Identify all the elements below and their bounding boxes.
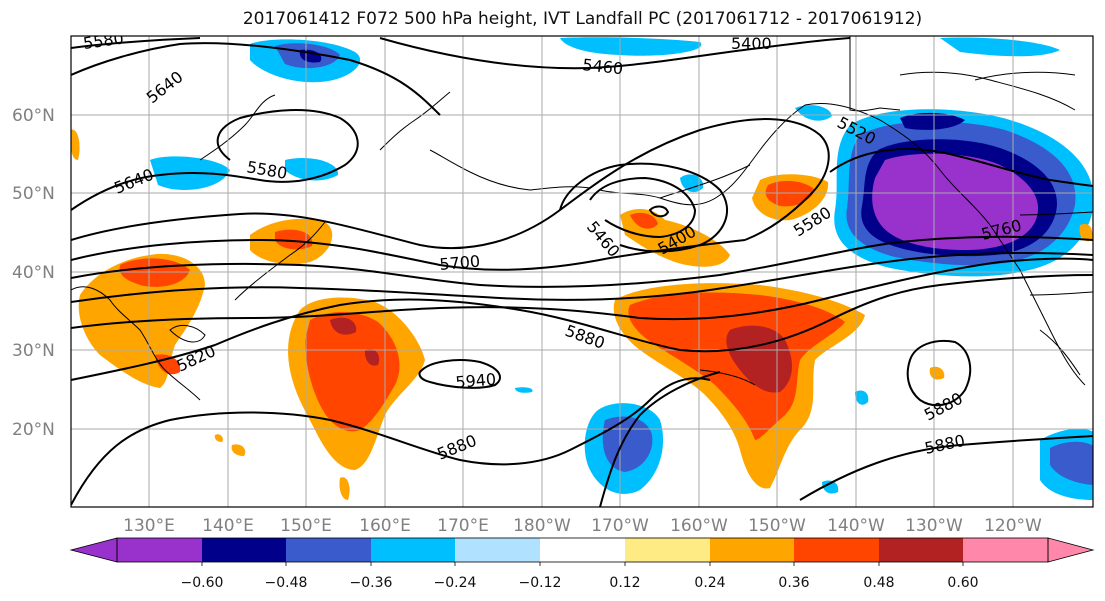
lon-label-130e: 130°E (123, 516, 175, 536)
colorbar-label: −0.24 (434, 575, 477, 591)
colorbar-segment (879, 538, 963, 562)
colorbar (69, 537, 1095, 566)
lat-label-20n: 20°N (12, 420, 55, 440)
ivt-region-north-central (560, 37, 702, 56)
height-contours (71, 37, 1093, 507)
lon-label-150w: 150°W (748, 516, 806, 536)
contour-label-5700: 5700 (439, 252, 481, 274)
lon-label-130w: 130°W (905, 516, 963, 536)
lon-label-150e: 150°E (280, 516, 332, 536)
colorbar-extend-max (1047, 537, 1095, 563)
lon-label-140w: 140°W (827, 516, 885, 536)
contour-label-5460-n: 5460 (582, 55, 624, 78)
lat-label-40n: 40°N (12, 263, 55, 283)
map-area: 5580 5400 5640 5460 5520 5580 5640 5460 … (71, 28, 1093, 507)
lon-label-170e: 170°E (437, 516, 489, 536)
lon-label-120w: 120°W (984, 516, 1042, 536)
ivt-region-north-east (940, 37, 1060, 57)
colorbar-label: 0.60 (947, 575, 978, 591)
lat-label-60n: 60°N (12, 106, 55, 126)
contour-label-5580-nw: 5580 (82, 28, 125, 52)
map-frame (70, 35, 1094, 508)
lat-label-30n: 30°N (12, 341, 55, 361)
positive-ivt-regions (71, 129, 1093, 500)
colorbar-label: −0.12 (519, 575, 562, 591)
colorbar-segment (371, 538, 455, 562)
colorbar-segment (455, 538, 540, 562)
colorbar-segment (963, 538, 1048, 562)
colorbar-label: −0.48 (265, 575, 308, 591)
lon-label-160e: 160°E (359, 516, 411, 536)
colorbar-extend-min (69, 537, 118, 563)
graticule (71, 36, 1093, 507)
colorbar-label: 0.36 (778, 575, 809, 591)
colorbar-label: 0.12 (609, 575, 640, 591)
colorbar-label: −0.60 (181, 575, 224, 591)
colorbar-label: 0.24 (694, 575, 725, 591)
colorbar-label: 0.48 (863, 575, 894, 591)
colorbar-segment (625, 538, 710, 562)
colorbar-tick-labels: −0.60 −0.48 −0.36 −0.24 −0.12 0.12 0.24 … (181, 575, 979, 591)
longitude-labels: 130°E 140°E 150°E 160°E 170°E 180°W 170°… (123, 516, 1042, 536)
colorbar-segment (794, 538, 879, 562)
colorbar-segment (117, 538, 202, 562)
colorbar-segment (540, 538, 625, 562)
lon-label-160w: 160°W (670, 516, 728, 536)
coastlines (71, 36, 1093, 401)
colorbar-segment (286, 538, 371, 562)
contour-label-5400-n: 5400 (731, 34, 772, 53)
contour-label-5940: 5940 (455, 370, 497, 392)
colorbar-segment (710, 538, 794, 562)
lat-label-50n: 50°N (12, 184, 55, 204)
colorbar-segment (202, 538, 286, 562)
lon-label-170w: 170°W (591, 516, 649, 536)
colorbar-outline (116, 537, 1049, 563)
lon-label-180w: 180°W (513, 516, 571, 536)
lon-label-140e: 140°E (202, 516, 254, 536)
latitude-labels: 60°N 50°N 40°N 30°N 20°N (12, 106, 55, 440)
plot-title: 2017061412 F072 500 hPa height, IVT Land… (242, 9, 923, 29)
colorbar-label: −0.36 (350, 575, 393, 591)
